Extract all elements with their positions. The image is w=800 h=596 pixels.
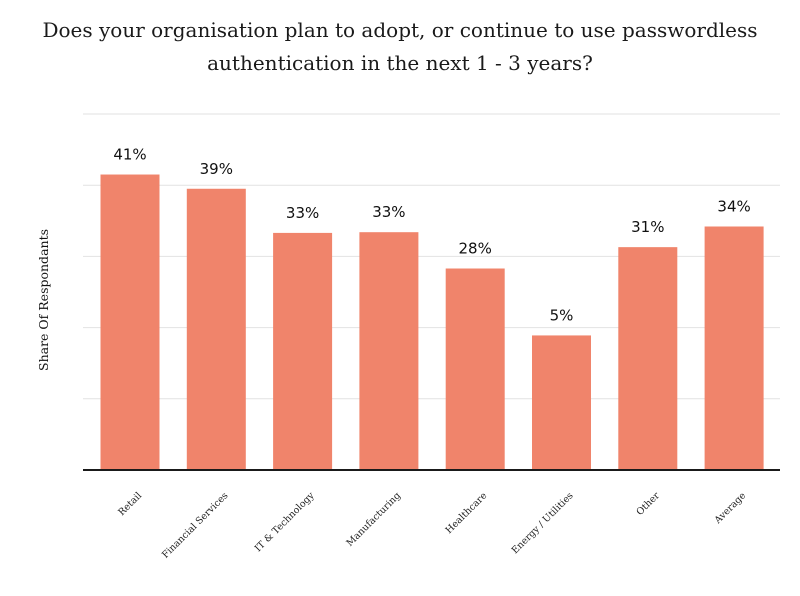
x-tick-label: Financial Services bbox=[160, 490, 230, 560]
data-labels: 41% 39% 33% 33% 28% 5% 31% 34% bbox=[113, 146, 750, 325]
data-label: 33% bbox=[286, 204, 319, 222]
x-tick-label: Energy / Utilities bbox=[510, 490, 576, 556]
chart-title-line-1: Does your organisation plan to adopt, or… bbox=[42, 18, 758, 42]
bar-healthcare bbox=[445, 268, 505, 470]
data-label: 41% bbox=[113, 146, 146, 164]
data-label: 28% bbox=[459, 240, 492, 258]
x-tick-label: Retail bbox=[116, 490, 144, 518]
bar-average bbox=[704, 226, 764, 470]
bar-energy-utilities bbox=[532, 335, 591, 470]
x-tick-labels: Retail Financial Services IT & Technology M… bbox=[116, 490, 748, 561]
x-tick-label: IT & Technology bbox=[253, 490, 317, 554]
x-tick-label: Manufacturing bbox=[344, 490, 403, 549]
y-axis-title: Share Of Respondants bbox=[36, 229, 51, 371]
x-tick-label: Healthcare bbox=[444, 490, 490, 536]
bar-it-technology bbox=[273, 232, 333, 470]
bar-retail bbox=[100, 174, 160, 470]
bar-financial-services bbox=[186, 188, 246, 470]
x-tick-label: Other bbox=[634, 490, 662, 518]
data-label: 5% bbox=[550, 306, 574, 324]
bar-other bbox=[618, 247, 678, 470]
data-label: 34% bbox=[717, 197, 750, 215]
data-label: 33% bbox=[372, 203, 405, 221]
data-label: 39% bbox=[200, 160, 233, 178]
x-tick-label: Average bbox=[712, 490, 749, 527]
bar-manufacturing bbox=[359, 232, 419, 470]
chart-title: Does your organisation plan to adopt, or… bbox=[0, 14, 800, 80]
data-label: 31% bbox=[631, 218, 664, 236]
bars bbox=[100, 174, 764, 470]
chart-title-line-2: authentication in the next 1 - 3 years? bbox=[207, 51, 593, 75]
